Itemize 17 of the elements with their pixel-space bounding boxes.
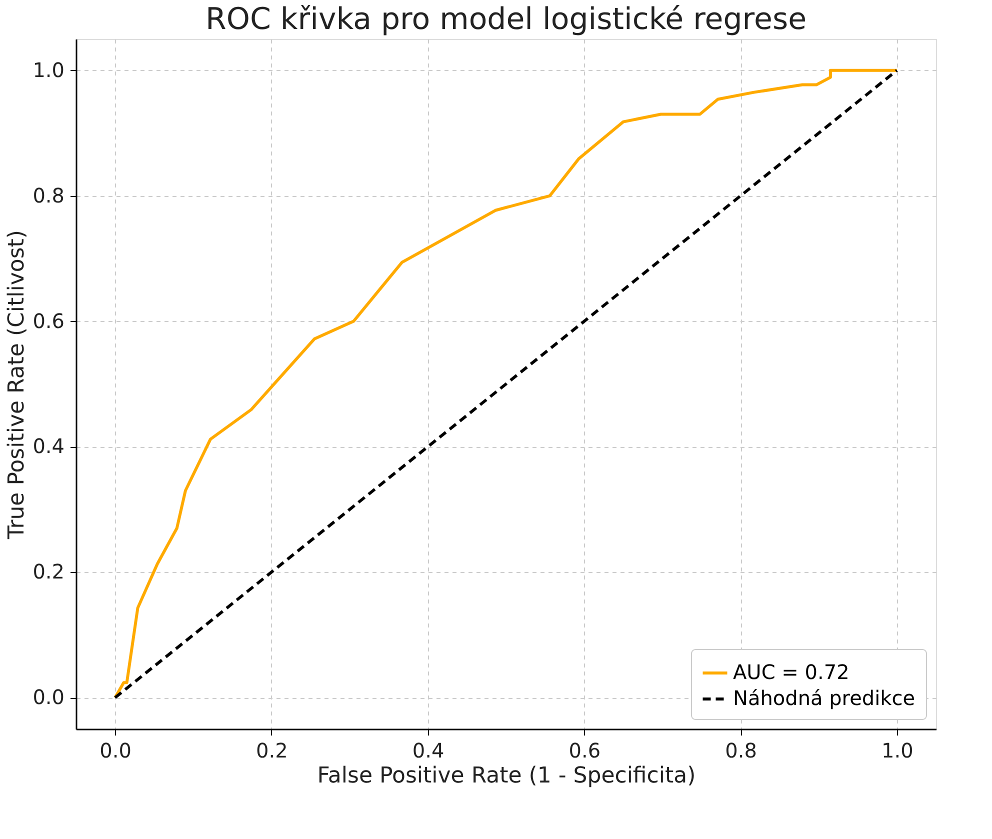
y-tick-label: 0.8	[32, 183, 64, 208]
x-tick-label: 0.0	[100, 738, 132, 762]
y-tick-label: 1.0	[32, 58, 64, 82]
y-tick-label: 0.0	[32, 685, 64, 710]
x-tick-label: 0.4	[412, 738, 444, 762]
x-tick-label: 0.2	[256, 738, 288, 762]
y-tick-label: 0.6	[32, 308, 64, 333]
chart-title: ROC křivka pro model logistické regrese	[205, 2, 807, 37]
legend-label: AUC = 0.72	[733, 660, 850, 684]
y-tick-label: 0.2	[32, 560, 64, 584]
x-tick-label: 0.8	[725, 738, 757, 762]
y-axis-title: True Positive Rate (Citlivost)	[4, 230, 30, 540]
x-tick-label: 0.6	[568, 738, 601, 762]
x-axis-title: False Positive Rate (1 - Specificita)	[317, 764, 696, 788]
legend-label: Náhodná predikce	[733, 686, 916, 710]
y-tick-label: 0.4	[32, 434, 64, 458]
x-tick-label: 1.0	[882, 738, 914, 762]
